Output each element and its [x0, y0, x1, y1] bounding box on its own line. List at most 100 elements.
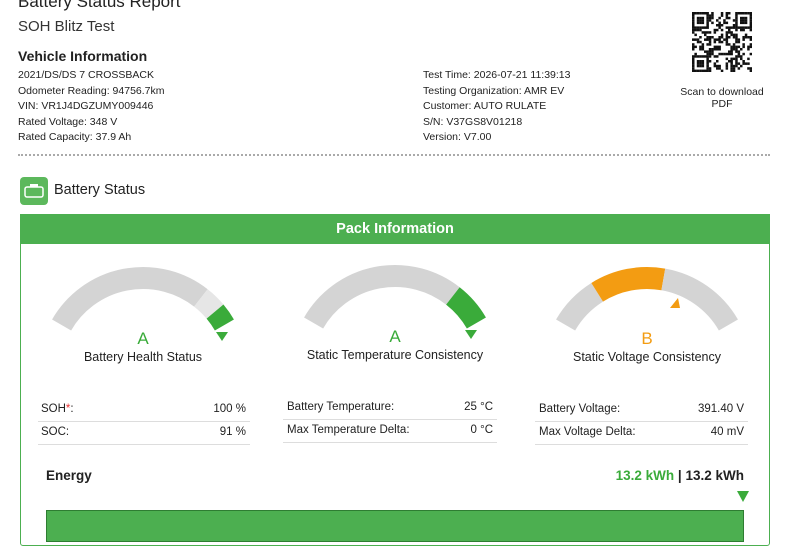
qr-module	[692, 26, 695, 29]
qr-module	[725, 67, 729, 70]
energy-marker	[737, 491, 749, 502]
qr-module	[692, 24, 695, 27]
qr-module	[749, 69, 752, 72]
qr-module	[737, 52, 741, 56]
gauge-arc	[52, 267, 208, 331]
energy-separator: |	[677, 468, 682, 483]
qr-module	[740, 16, 743, 20]
qr-module	[725, 57, 729, 61]
qr-module	[725, 33, 729, 37]
qr-module	[699, 60, 702, 63]
required-mark: *	[65, 403, 71, 415]
qr-module	[735, 12, 738, 15]
qr-module	[718, 38, 721, 41]
info-line: Customer: AUTO RULATE	[423, 100, 547, 112]
qr-module	[716, 48, 719, 51]
gauge-arc	[661, 268, 738, 331]
table-row: SOC: 91 %	[38, 422, 250, 445]
qr-module	[740, 26, 743, 29]
qr-module	[699, 64, 702, 68]
qr-module	[704, 55, 707, 58]
energy-current: 13.2 kWh	[615, 468, 675, 483]
qr-module	[704, 33, 707, 37]
qr-module	[725, 62, 729, 65]
qr-module	[716, 19, 719, 22]
row-value: 0 °C	[470, 424, 494, 436]
gauge-marker	[216, 332, 228, 341]
qr-module	[694, 52, 697, 56]
qr-module	[730, 26, 733, 29]
row-value: 91 %	[219, 426, 246, 438]
qr-code	[692, 12, 752, 72]
qr-module	[720, 40, 724, 44]
qr-module	[716, 64, 719, 68]
info-line: VIN: VR1J4DGZUMY009446	[18, 100, 154, 112]
qr-module	[732, 64, 736, 68]
qr-module	[744, 12, 748, 15]
vehicle-right: Test Time: 2026-07-21 11:39:13 Testing O…	[423, 68, 570, 146]
qr-module	[713, 28, 717, 32]
info-line: Test Time: 2026-07-21 11:39:13	[423, 69, 571, 81]
qr-module	[749, 43, 752, 46]
vehicle-left: 2021/DS/DS 7 CROSSBACK Odometer Reading:…	[18, 68, 165, 146]
qr-module	[692, 64, 695, 68]
qr-module	[749, 24, 752, 27]
qr-module	[737, 38, 741, 41]
info-line: Rated Capacity: 37.9 Ah	[18, 131, 132, 143]
qr-module	[701, 21, 705, 25]
table-row: Battery Temperature: 25 °C	[283, 397, 497, 420]
qr-module	[706, 38, 709, 41]
qr-module	[725, 12, 729, 15]
table-row: Max Temperature Delta: 0 °C	[283, 420, 497, 443]
qr-module	[692, 55, 695, 58]
qr-module	[720, 33, 724, 37]
info-line: Rated Voltage: 348 V	[18, 115, 118, 128]
qr-module	[744, 33, 748, 37]
qr-module	[704, 38, 707, 41]
qr-module	[708, 67, 712, 70]
qr-module	[725, 40, 729, 44]
qr-module	[730, 33, 733, 37]
energy-total: 13.2 kWh	[685, 468, 744, 483]
qr-module	[692, 43, 695, 46]
qr-module	[701, 16, 705, 20]
qr-module	[716, 28, 719, 32]
qr-module	[735, 64, 738, 68]
battery-icon	[20, 177, 48, 205]
qr-module	[718, 26, 721, 29]
qr-module	[728, 43, 731, 46]
qr-module	[732, 26, 736, 29]
qr-module	[737, 50, 741, 53]
qr-module	[747, 48, 750, 51]
qr-module	[716, 67, 719, 70]
qr-module	[730, 52, 733, 56]
row-label: Max Voltage Delta:	[539, 426, 636, 438]
qr-module	[711, 16, 714, 20]
qr-module	[735, 40, 738, 44]
qr-module	[699, 12, 702, 15]
qr-module	[720, 12, 724, 15]
qr-module	[694, 38, 697, 41]
qr-module	[706, 62, 709, 65]
energy-values: 13.2 kWh | 13.2 kWh	[616, 468, 744, 483]
qr-module	[701, 55, 705, 58]
qr-module	[725, 26, 729, 29]
qr-module	[728, 16, 731, 20]
qr-module	[716, 60, 719, 63]
qr-module	[718, 40, 721, 44]
qr-module	[747, 36, 750, 39]
qr-module	[744, 62, 748, 65]
qr-module	[742, 12, 745, 15]
qr-module	[704, 31, 707, 34]
qr-module	[718, 67, 721, 70]
qr-module	[706, 55, 709, 58]
qr-module	[749, 67, 752, 70]
qr-module	[708, 38, 712, 41]
qr-module	[732, 36, 736, 39]
qr-module	[735, 24, 738, 27]
qr-module	[744, 36, 748, 39]
qr-module	[735, 26, 738, 29]
qr-module	[706, 50, 709, 53]
qr-module	[708, 55, 712, 58]
qr-module	[706, 52, 709, 56]
